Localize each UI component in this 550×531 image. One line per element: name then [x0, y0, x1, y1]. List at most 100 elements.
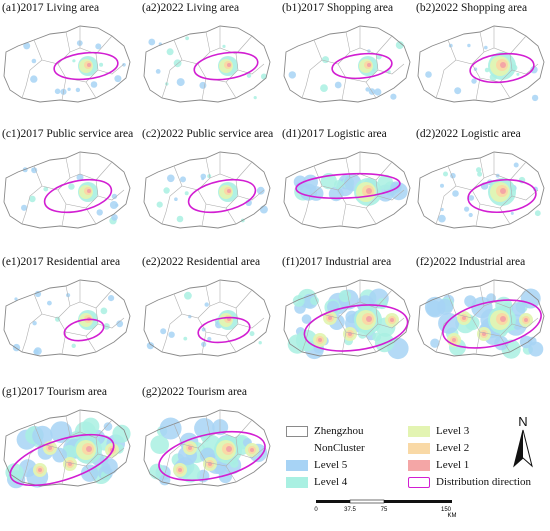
scale-unit: KM — [448, 513, 457, 519]
legend-label: Level 5 — [314, 459, 348, 471]
panel-caption: (c1)2017 Public service area — [2, 128, 134, 140]
legend-item-level1: Level 1 — [408, 459, 469, 471]
distribution-direction-ellipse — [9, 433, 115, 487]
north-arrow-icon: N — [513, 414, 533, 468]
north-label: N — [518, 414, 527, 429]
panel-caption: (b2)2022 Shopping area — [416, 2, 528, 14]
zhengzhou-map — [417, 151, 545, 229]
legend-swatch — [408, 459, 430, 471]
legend-swatch — [286, 443, 308, 454]
distribution-direction-ellipse — [331, 52, 393, 80]
distribution-direction-ellipse — [193, 51, 259, 81]
map-panel-g1: (g1)2017 Tourism area — [0, 384, 136, 510]
cluster-heat — [156, 173, 268, 223]
map-panel-f2: (f2)2022 Industrial area — [414, 254, 550, 380]
legend-item-zhengzhou: Zhengzhou — [286, 425, 363, 437]
panel-caption: (e2)2022 Residential area — [142, 256, 261, 268]
map-panel-d1: (d1)2017 Logistic area — [280, 126, 416, 252]
zhengzhou-map — [283, 151, 411, 229]
map-panel-g2: (g2)2022 Tourism area — [140, 384, 276, 510]
zhengzhou-boundary — [3, 151, 131, 229]
map-panel-b1: (b1)2017 Shopping area — [280, 0, 416, 126]
legend-item-noncluster: NonCluster — [286, 442, 365, 454]
legend-label: Distribution direction — [436, 476, 532, 488]
legend-swatch — [286, 459, 308, 471]
zhengzhou-map — [143, 151, 271, 229]
cluster-heat — [148, 36, 267, 100]
zhengzhou-map — [3, 409, 131, 489]
legend-item-level4: Level 4 — [286, 476, 347, 488]
map-panel-c1: (c1)2017 Public service area — [0, 126, 136, 252]
zhengzhou-boundary — [3, 279, 131, 357]
zhengzhou-boundary — [417, 279, 545, 357]
legend-swatch — [408, 476, 430, 488]
map-panel-a1: (a1)2017 Living area — [0, 0, 136, 126]
distribution-direction-ellipse — [53, 51, 119, 81]
distribution-direction-ellipse — [158, 430, 266, 482]
cluster-heat — [21, 167, 119, 225]
panel-caption: (f2)2022 Industrial area — [416, 256, 526, 268]
cluster-heat — [23, 40, 126, 95]
legend-swatch — [408, 425, 430, 437]
zhengzhou-map — [143, 25, 271, 103]
panel-caption: (b1)2017 Shopping area — [282, 2, 394, 14]
legend-label: Level 2 — [436, 442, 470, 454]
zhengzhou-boundary — [143, 279, 271, 357]
zhengzhou-map — [143, 409, 271, 487]
distribution-direction-ellipse — [295, 172, 401, 200]
legend-item-level2: Level 2 — [408, 442, 469, 454]
map-panel-e2: (e2)2022 Residential area — [140, 254, 276, 380]
panel-caption: (e1)2017 Residential area — [2, 256, 121, 268]
panel-caption: (c2)2022 Public service area — [142, 128, 274, 140]
zhengzhou-map — [283, 25, 411, 103]
zhengzhou-map — [143, 279, 271, 357]
cluster-heat — [12, 290, 124, 355]
legend-item-level3: Level 3 — [408, 425, 469, 437]
zhengzhou-boundary — [417, 25, 545, 103]
legend-swatch — [286, 476, 308, 488]
zhengzhou-boundary — [143, 151, 271, 229]
panel-caption: (g2)2022 Tourism area — [142, 386, 248, 398]
cluster-heat — [424, 288, 544, 359]
zhengzhou-boundary — [417, 151, 545, 229]
zhengzhou-boundary — [143, 25, 271, 103]
zhengzhou-map — [3, 25, 131, 103]
panel-caption: (a1)2017 Living area — [2, 2, 100, 14]
legend-label: Level 1 — [436, 459, 470, 471]
map-panel-b2: (b2)2022 Shopping area — [414, 0, 550, 126]
panel-caption: (d2)2022 Logistic area — [416, 128, 521, 140]
scale-tick-2: 75 — [381, 507, 388, 513]
distribution-direction-ellipse — [303, 304, 409, 352]
zhengzhou-boundary — [283, 151, 411, 229]
zhengzhou-map — [417, 25, 545, 103]
scale-bar: 0 37.5 75 150 KM — [314, 499, 457, 519]
distribution-direction-ellipse — [63, 318, 105, 342]
cluster-heat — [288, 41, 404, 100]
map-panel-f1: (f1)2017 Industrial area — [280, 254, 416, 380]
distribution-direction-ellipse — [43, 178, 113, 214]
zhengzhou-map — [3, 279, 131, 357]
distribution-direction-ellipse — [187, 178, 257, 214]
distribution-direction-ellipse — [467, 178, 537, 214]
zhengzhou-map — [3, 151, 131, 229]
zhengzhou-boundary — [3, 409, 131, 487]
panel-caption: (g1)2017 Tourism area — [2, 386, 108, 398]
map-panel-c2: (c2)2022 Public service area — [140, 126, 276, 252]
map-panel-e1: (e1)2017 Residential area — [0, 254, 136, 380]
legend-label: Level 3 — [436, 425, 470, 437]
distribution-direction-ellipse — [442, 299, 542, 349]
distribution-direction-ellipse — [469, 52, 535, 84]
legend: Zhengzhou NonCluster Level 5 Level 4 Lev… — [286, 423, 550, 493]
distribution-direction-ellipse — [197, 316, 251, 344]
zhengzhou-boundary — [3, 25, 131, 103]
panel-caption: (f1)2017 Industrial area — [282, 256, 392, 268]
scale-tick-1: 37.5 — [344, 507, 356, 513]
legend-swatch — [408, 442, 430, 454]
legend-label: Zhengzhou — [314, 425, 364, 437]
legend-swatch — [286, 425, 308, 437]
zhengzhou-boundary — [283, 25, 411, 103]
legend-item-distribution-direction: Distribution direction — [408, 476, 531, 488]
legend-label: NonCluster — [314, 442, 365, 454]
zhengzhou-map — [283, 279, 411, 360]
cluster-heat — [438, 162, 541, 223]
